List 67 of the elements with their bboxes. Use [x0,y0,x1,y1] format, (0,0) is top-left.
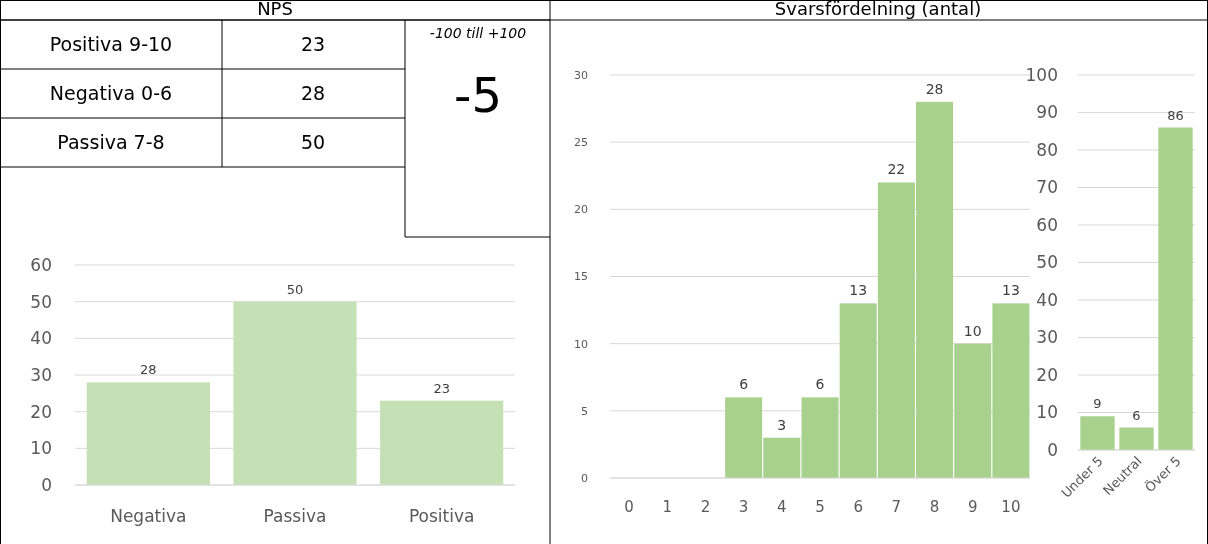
x-tick-label: 4 [777,498,787,516]
data-label: 3 [777,416,787,433]
data-label: 13 [1001,282,1020,299]
y-tick-label: 10 [30,438,52,459]
y-tick-label: 30 [1036,327,1058,348]
text: NPS [257,0,293,19]
data-label: 6 [1132,407,1141,423]
y-tick-label: 20 [30,401,52,422]
y-tick-label: 15 [574,270,588,284]
data-label: 23 [433,380,450,396]
y-tick-label: 20 [1036,364,1058,385]
data-label: 6 [815,376,825,393]
y-tick-label: 50 [1036,252,1058,273]
bar [1119,427,1154,450]
chart-title: Svarsfördelning (antal) [774,0,982,19]
x-tick-label: 1 [662,498,673,516]
bar [1080,416,1115,450]
y-tick-label: 50 [30,291,52,312]
x-tick-label: 10 [1001,498,1021,516]
y-tick-label: 100 [1025,64,1058,85]
bar [1158,127,1193,450]
text: -5 [454,67,502,123]
text: -100 till +100 [429,25,527,41]
x-tick-label: Positiva [408,506,475,526]
x-tick-label: 0 [624,498,634,516]
y-tick-label: 10 [1036,402,1058,423]
x-tick-label: 5 [815,498,825,516]
y-tick-label: 5 [581,404,588,418]
data-label: 28 [925,80,944,97]
category-label: Passiva 7-8 [57,131,165,153]
y-tick-label: 10 [574,337,588,351]
y-tick-label: 60 [30,254,52,275]
y-tick-label: 20 [574,203,588,217]
bar [380,400,504,485]
data-label: 28 [300,82,326,104]
x-tick-label: Passiva [263,506,327,526]
y-tick-label: 30 [574,68,588,82]
data-label: 28 [140,362,157,378]
bar [233,301,357,485]
y-tick-label: 30 [30,364,52,385]
data-label: 86 [1167,107,1184,123]
y-tick-label: 25 [574,136,588,150]
data-label: 6 [739,376,749,393]
x-tick-label: 8 [929,498,940,516]
x-tick-label: 9 [967,498,978,516]
bar [86,382,210,485]
y-tick-label: 90 [1036,102,1058,123]
y-tick-label: 40 [1036,289,1058,310]
x-tick-label: 7 [891,498,902,516]
data-label: 13 [849,282,868,299]
data-label: 50 [286,281,304,297]
y-tick-label: 40 [30,328,52,349]
y-tick-label: 60 [1036,214,1058,235]
category-label: Positiva 9-10 [49,33,173,55]
data-label: 22 [887,161,906,178]
data-label: 9 [1093,396,1102,412]
data-label: 23 [300,33,326,55]
y-tick-label: 70 [1036,177,1058,198]
x-tick-label: 2 [700,498,711,516]
data-label: 10 [963,322,982,339]
y-tick-label: 80 [1036,139,1058,160]
x-tick-label: Negativa [110,506,187,526]
x-tick-label: 6 [853,498,863,516]
x-tick-label: 3 [738,498,749,516]
category-label: Negativa 0-6 [49,82,173,104]
data-label: 50 [300,131,326,153]
y-tick-label: 0 [1047,439,1058,460]
